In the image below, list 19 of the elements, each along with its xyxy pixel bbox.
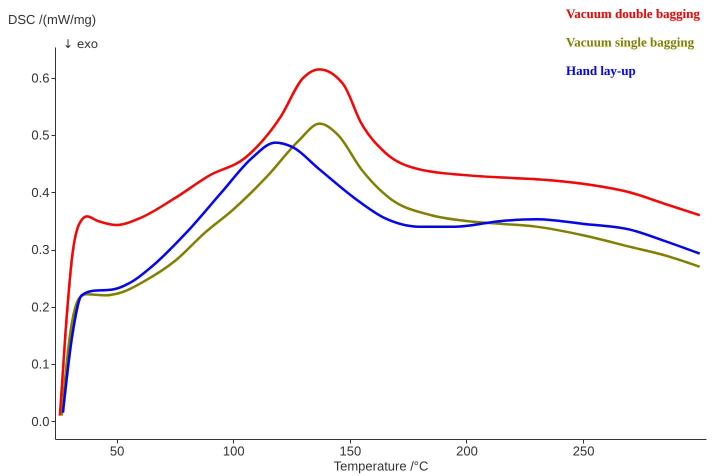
y-tick-label: 0.6 <box>31 70 50 86</box>
y-tick-label: 0.3 <box>31 242 50 258</box>
x-tick-label: 250 <box>572 444 594 458</box>
x-tick-label: 150 <box>339 444 362 458</box>
y-axis-title: DSC /(mW/mg) <box>8 12 96 27</box>
line-series <box>58 68 701 417</box>
y-tick-label: 0.2 <box>31 299 50 314</box>
y-tick-label: 0.0 <box>31 414 50 429</box>
x-tick-label: 100 <box>222 444 245 458</box>
x-tick-label: 50 <box>110 444 124 458</box>
y-tick-label: 0.4 <box>31 184 50 200</box>
y-tick-label: 0.5 <box>31 128 50 143</box>
text: Vacuum single bagging <box>566 34 695 50</box>
x-tick-label: 200 <box>456 444 478 458</box>
x-axis-title: Temperature /°C <box>334 458 428 474</box>
text: Hand lay-up <box>566 63 636 78</box>
y-tick-label: 0.1 <box>31 356 50 372</box>
text: Vacuum double bagging <box>566 6 700 21</box>
annotation: ↓ exo <box>63 37 98 51</box>
